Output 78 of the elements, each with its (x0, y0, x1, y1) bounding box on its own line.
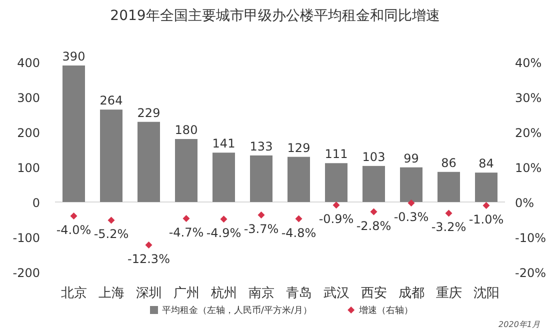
point (70, 212, 78, 220)
text: 2020年1月 (498, 320, 540, 329)
bar (288, 156, 310, 202)
data-label: -2.8% (356, 218, 392, 233)
data-label: 229 (137, 106, 160, 120)
bar (325, 163, 348, 202)
x-tick-label: 重庆 (436, 286, 462, 301)
data-label: 264 (100, 94, 123, 108)
data-label: -12.3% (128, 252, 170, 266)
chart-title: 2019年全国主要城市甲级办公楼平均租金和同比增速 (110, 8, 440, 24)
data-label: 390 (62, 50, 86, 64)
data-label: 103 (362, 150, 386, 164)
y2-tick-label: -10% (515, 231, 546, 245)
point (332, 202, 340, 209)
legend-label: 平均租金（左轴，人民币/平方米/月） (162, 305, 312, 316)
data-label: 129 (287, 140, 310, 155)
data-label: -4.9% (206, 226, 242, 240)
y2-tick-label: 40% (515, 56, 542, 70)
bar (175, 139, 198, 202)
y-tick-label: 400 (17, 56, 40, 70)
point (445, 210, 452, 217)
y2-tick-label: 30% (515, 91, 542, 105)
data-label: -4.8% (281, 226, 316, 240)
x-tick-label: 青岛 (286, 286, 312, 301)
x-tick-label: 武汉 (323, 286, 350, 301)
data-label: 133 (250, 139, 273, 154)
data-label: 111 (324, 147, 348, 162)
y2-tick-label: 10% (515, 161, 542, 175)
bar (362, 166, 385, 202)
point (145, 242, 152, 249)
y-tick-label: 200 (17, 126, 40, 140)
bar (475, 172, 498, 202)
data-label: -4.0% (56, 223, 92, 237)
data-label: 180 (174, 123, 198, 137)
data-label: -0.9% (318, 212, 354, 226)
bar (138, 122, 160, 202)
x-tick-label: 成都 (398, 286, 424, 301)
point (220, 216, 228, 223)
data-label: -3.7% (244, 222, 279, 236)
data-label: 141 (212, 136, 236, 151)
bar (250, 155, 272, 202)
bar (212, 152, 235, 202)
data-label: -5.2% (94, 227, 129, 242)
bar (438, 172, 460, 202)
x-tick-label: 沈阳 (473, 286, 500, 301)
y-tick-label: 100 (17, 161, 40, 175)
data-label: 99 (404, 151, 419, 166)
y-tick-label: -100 (12, 231, 40, 245)
bar (400, 167, 422, 202)
y-tick-label: -200 (12, 266, 40, 280)
x-tick-label: 杭州 (210, 286, 237, 301)
data-label: -0.3% (394, 210, 429, 224)
data-label: -3.2% (431, 220, 466, 234)
bar (62, 66, 85, 202)
point (370, 208, 378, 216)
y-tick-label: 0 (32, 196, 40, 210)
point (258, 211, 265, 218)
x-tick-label: 深圳 (136, 286, 162, 301)
x-tick-label: 广州 (173, 286, 200, 301)
y2-tick-label: -20% (515, 266, 546, 280)
legend-label: 增速（右轴） (358, 305, 414, 316)
y-tick-label: 300 (17, 91, 40, 105)
bar (100, 110, 122, 202)
point (108, 216, 115, 224)
point (295, 215, 302, 222)
point (408, 200, 415, 207)
point (182, 214, 190, 222)
y2-tick-label: 20% (515, 126, 542, 140)
point (482, 202, 490, 209)
x-tick-label: 南京 (248, 286, 274, 301)
data-label: 84 (478, 156, 494, 171)
data-label: -1.0% (468, 212, 504, 226)
x-tick-label: 上海 (98, 286, 124, 301)
y2-tick-label: 0% (515, 196, 534, 210)
data-label: -4.7% (168, 225, 204, 240)
x-tick-label: 北京 (60, 286, 87, 301)
x-tick-label: 西安 (360, 285, 387, 301)
data-label: 86 (441, 156, 456, 170)
